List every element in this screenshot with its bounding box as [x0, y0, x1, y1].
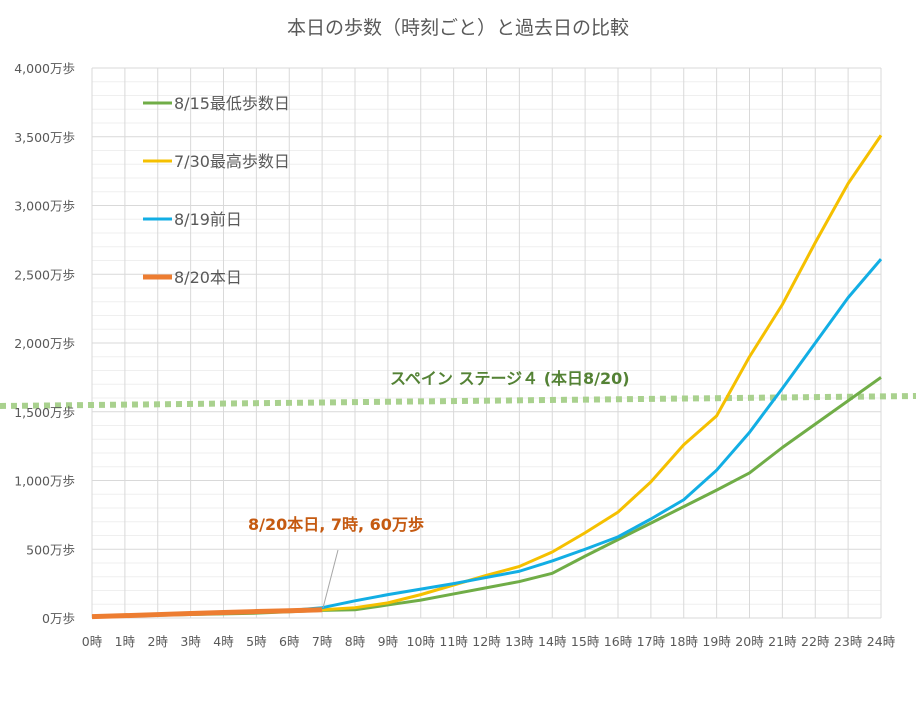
- y-tick-label: 2,000万歩: [14, 336, 75, 351]
- x-tick-label: 24時: [867, 634, 896, 649]
- x-tick-label: 20時: [735, 634, 764, 649]
- x-tick-label: 1時: [115, 634, 136, 649]
- legend-label: 8/15最低歩数日: [174, 94, 290, 113]
- x-tick-label: 16時: [604, 634, 633, 649]
- y-tick-label: 1,500万歩: [14, 405, 75, 420]
- x-tick-label: 4時: [213, 634, 234, 649]
- y-tick-label: 500万歩: [26, 542, 75, 557]
- x-tick-label: 6時: [279, 634, 300, 649]
- x-tick-label: 23時: [834, 634, 863, 649]
- x-tick-label: 2時: [148, 634, 169, 649]
- x-tick-label: 9時: [378, 634, 399, 649]
- x-tick-label: 7時: [312, 634, 333, 649]
- legend-label: 8/20本日: [174, 268, 242, 287]
- annotation-leader-line: [322, 549, 339, 609]
- chart-title: 本日の歩数（時刻ごと）と過去日の比較: [287, 17, 629, 39]
- y-tick-label: 3,000万歩: [14, 199, 75, 214]
- x-tick-label: 15時: [571, 634, 600, 649]
- x-tick-label: 0時: [82, 634, 103, 649]
- x-tick-label: 12時: [472, 634, 501, 649]
- y-tick-label: 0万歩: [42, 611, 75, 626]
- x-tick-label: 17時: [637, 634, 666, 649]
- x-tick-label: 5時: [246, 634, 267, 649]
- x-tick-label: 13時: [505, 634, 534, 649]
- x-tick-label: 10時: [407, 634, 436, 649]
- legend-label: 7/30最高歩数日: [174, 152, 290, 171]
- reference-line: [0, 393, 916, 409]
- y-tick-label: 1,000万歩: [14, 474, 75, 489]
- x-tick-label: 22時: [801, 634, 830, 649]
- x-tick-label: 18時: [670, 634, 699, 649]
- y-tick-label: 4,000万歩: [14, 61, 75, 76]
- x-tick-label: 19時: [702, 634, 731, 649]
- y-tick-label: 3,500万歩: [14, 130, 75, 145]
- x-tick-label: 11時: [439, 634, 468, 649]
- y-tick-label: 2,500万歩: [14, 267, 75, 282]
- legend-label: 8/19前日: [174, 210, 242, 229]
- annotation-label: 8/20本日, 7時, 60万歩: [248, 515, 424, 534]
- x-tick-label: 21時: [768, 634, 797, 649]
- series-line-4: [91, 607, 323, 620]
- reference-line-label: スペイン ステージ４ (本日8/20): [390, 369, 630, 388]
- x-tick-label: 14時: [538, 634, 567, 649]
- x-tick-label: 3時: [180, 634, 201, 649]
- x-tick-label: 8時: [345, 634, 366, 649]
